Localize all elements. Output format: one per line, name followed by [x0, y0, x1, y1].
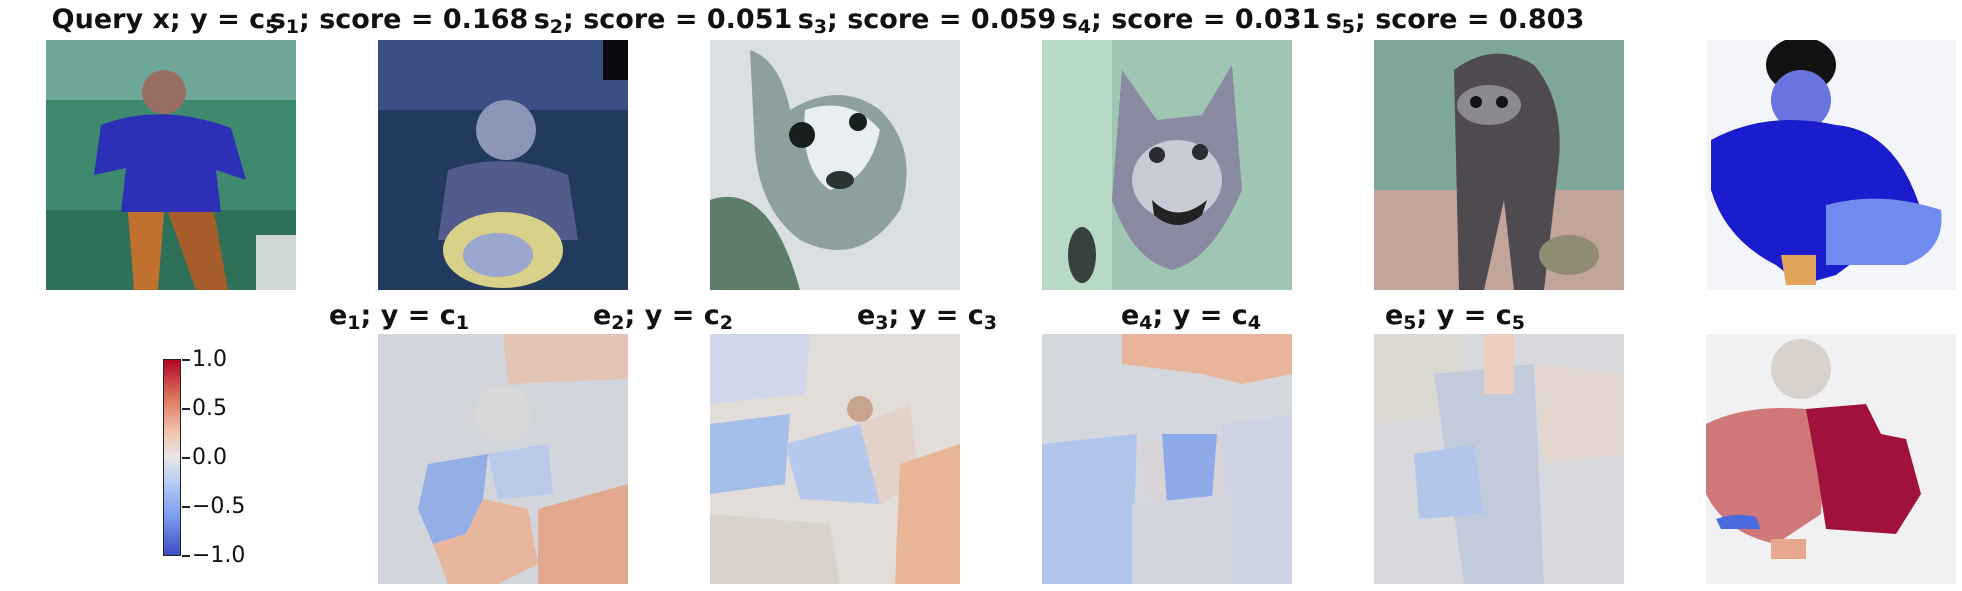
explanation-map-4 [1374, 334, 1624, 584]
colorbar-tick [182, 408, 190, 410]
support-image-3 [1042, 40, 1292, 290]
support-title-1: s1; score = 0.168 [269, 4, 529, 39]
support-image-4 [1374, 40, 1624, 290]
support-title-4: s4; score = 0.031 [1061, 4, 1321, 39]
support-title-5: s5; score = 0.803 [1325, 4, 1585, 39]
support-title-3: s3; score = 0.059 [797, 4, 1057, 39]
explanation-map-5 [1706, 334, 1956, 584]
query-title: Query x; y = c5 [51, 4, 279, 39]
support-image-2 [710, 40, 960, 290]
colorbar-label-neg0.5: −0.5 [192, 494, 246, 519]
query-image [46, 40, 296, 290]
colorbar-tick [182, 359, 190, 361]
support-image-5 [1706, 40, 1956, 290]
colorbar-tick [182, 555, 190, 557]
colorbar-tick [182, 457, 190, 459]
explanation-map-1 [378, 334, 628, 584]
colorbar-label-neg1: −1.0 [192, 543, 246, 568]
explanation-title-4: e4; y = c4 [1120, 300, 1261, 335]
explanation-title-1: e1; y = c1 [328, 300, 469, 335]
explanation-title-3: e3; y = c3 [856, 300, 997, 335]
colorbar-label-0.5: 0.5 [192, 396, 227, 421]
colorbar-label-1: 1.0 [192, 347, 227, 372]
colorbar-tick [182, 506, 190, 508]
colorbar-label-0: 0.0 [192, 445, 227, 470]
explanation-title-2: e2; y = c2 [592, 300, 733, 335]
explanation-map-2 [710, 334, 960, 584]
support-image-1 [378, 40, 628, 290]
explanation-map-3 [1042, 334, 1292, 584]
explanation-title-5: e5; y = c5 [1384, 300, 1525, 335]
support-title-2: s2; score = 0.051 [533, 4, 793, 39]
colorbar [163, 359, 181, 556]
